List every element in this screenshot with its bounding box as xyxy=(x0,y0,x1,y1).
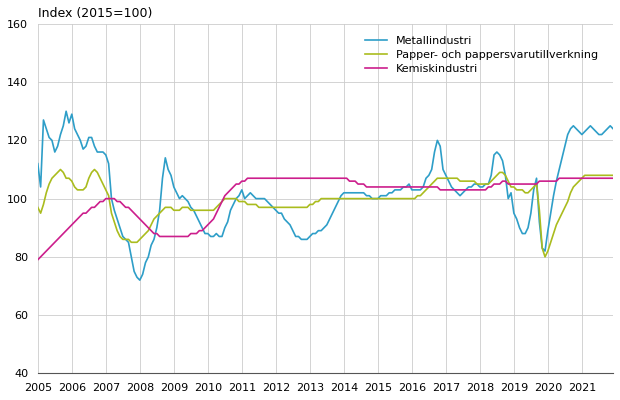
Kemiskindustri xyxy=(609,176,617,181)
Papper- och pappersvarutillverkning xyxy=(133,240,141,245)
Kemiskindustri xyxy=(462,188,469,192)
Papper- och pappersvarutillverkning xyxy=(609,173,617,178)
Text: Index (2015=100): Index (2015=100) xyxy=(38,7,152,20)
Metallindustri xyxy=(136,278,143,282)
Metallindustri xyxy=(329,211,336,216)
Metallindustri xyxy=(465,184,472,189)
Kemiskindustri xyxy=(326,176,334,181)
Kemiskindustri xyxy=(187,231,195,236)
Papper- och pappersvarutillverkning xyxy=(326,196,334,201)
Kemiskindustri xyxy=(34,257,42,262)
Kemiskindustri xyxy=(244,176,251,181)
Legend: Metallindustri, Papper- och pappersvarutillverkning, Kemiskindustri: Metallindustri, Papper- och pappersvarut… xyxy=(361,32,603,78)
Papper- och pappersvarutillverkning xyxy=(57,167,64,172)
Kemiskindustri xyxy=(337,176,345,181)
Metallindustri xyxy=(34,161,42,166)
Metallindustri xyxy=(99,150,107,154)
Kemiskindustri xyxy=(97,199,104,204)
Metallindustri xyxy=(609,126,617,131)
Line: Papper- och pappersvarutillverkning: Papper- och pappersvarutillverkning xyxy=(38,170,613,257)
Papper- och pappersvarutillverkning xyxy=(34,205,42,210)
Papper- och pappersvarutillverkning xyxy=(99,182,107,186)
Metallindustri xyxy=(340,190,348,195)
Papper- och pappersvarutillverkning xyxy=(190,208,197,213)
Kemiskindustri xyxy=(130,211,138,216)
Metallindustri xyxy=(133,275,141,280)
Papper- och pappersvarutillverkning xyxy=(541,254,549,259)
Line: Metallindustri: Metallindustri xyxy=(38,111,613,280)
Papper- och pappersvarutillverkning xyxy=(462,179,469,184)
Line: Kemiskindustri: Kemiskindustri xyxy=(38,178,613,260)
Metallindustri xyxy=(193,214,200,218)
Papper- och pappersvarutillverkning xyxy=(337,196,345,201)
Metallindustri xyxy=(63,109,70,114)
